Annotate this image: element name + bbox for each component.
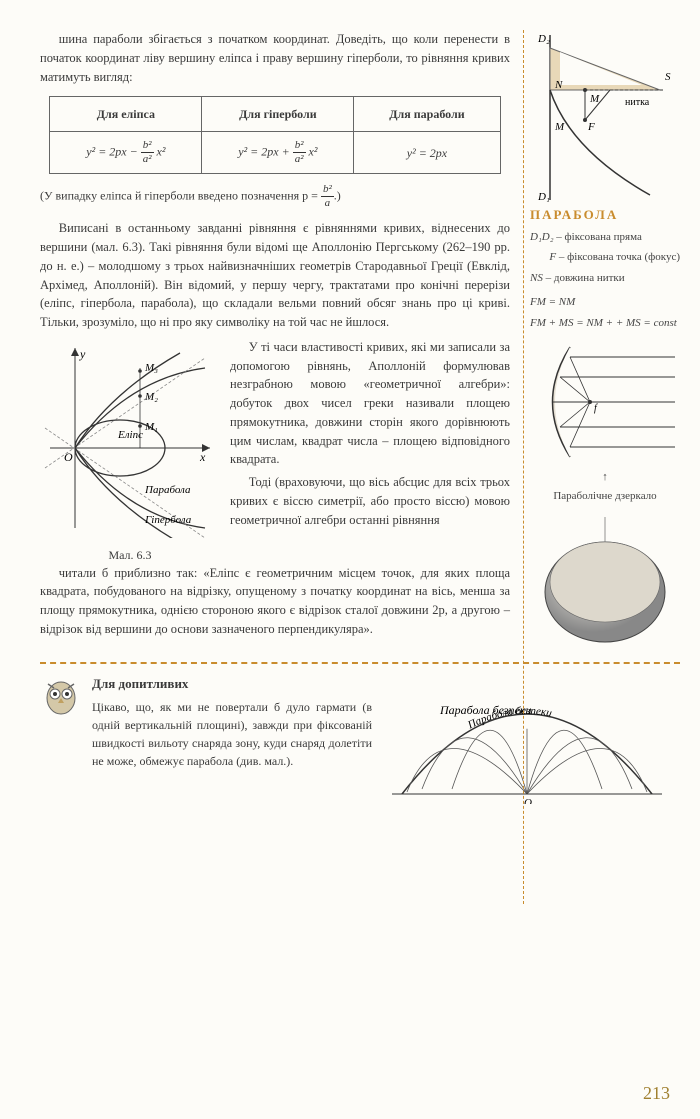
parabola-title: ПАРАБОЛА: [530, 205, 680, 225]
svg-text:Еліпс: Еліпс: [117, 429, 143, 441]
parabola-construction-diagram: D₂ D₁ S N M M F нитка: [530, 30, 680, 205]
svg-text:M: M: [589, 93, 600, 105]
intro-text: шина параболи збігається з початком коор…: [40, 30, 510, 86]
safety-parabola-figure: Парабола безпеки Парабола безпеки O: [382, 674, 672, 810]
eq-hyperbola: y² = 2px + b²a² x²: [202, 132, 354, 174]
figure-6-3: y x O M₁ M₂ M₃ Еліпс Парабола Гіпербола …: [40, 338, 220, 564]
mirror-label: Параболічне дзеркало: [530, 488, 680, 505]
svg-text:M₁: M₁: [144, 421, 158, 433]
conics-diagram: y x O M₁ M₂ M₃ Еліпс Парабола Гіпербола: [40, 338, 220, 538]
eq-parabola: y² = 2px: [354, 132, 500, 174]
svg-text:N: N: [554, 79, 563, 91]
def-f: F – фіксована точка (фокус): [530, 249, 680, 266]
eq-ellipse: y² = 2px − b²a² x²: [50, 132, 202, 174]
svg-text:F: F: [587, 121, 595, 133]
th-ellipse: Для еліпса: [50, 97, 202, 132]
svg-text:y: y: [79, 347, 86, 361]
figure-and-text: y x O M₁ M₂ M₃ Еліпс Парабола Гіпербола …: [40, 338, 510, 564]
table-equation-row: y² = 2px − b²a² x² y² = 2px + b²a² x² y²…: [50, 132, 500, 174]
curious-title: Для допитливих: [92, 674, 372, 694]
svg-text:M: M: [554, 121, 565, 133]
figure-caption: Мал. 6.3: [40, 546, 220, 564]
svg-text:f: f: [594, 403, 598, 414]
svg-text:M₃: M₃: [144, 362, 158, 374]
page-number: 213: [643, 1080, 670, 1107]
th-hyperbola: Для гіперболи: [202, 97, 354, 132]
th-parabola: Для параболи: [354, 97, 500, 132]
parabolic-mirror-diagram: f: [530, 337, 680, 467]
curious-text-block: Для допитливих Цікаво, що, як ми не пове…: [92, 674, 372, 770]
def-d1d2: D₁D₂ – фіксована пряма: [530, 229, 680, 246]
svg-text:нитка: нитка: [625, 97, 650, 108]
svg-text:Парабола безпеки: Парабола безпеки: [439, 703, 531, 717]
svg-text:S: S: [665, 71, 671, 83]
def-ns: NS – довжина нитки: [530, 270, 680, 287]
svg-text:Гіпербола: Гіпербола: [144, 514, 192, 526]
svg-text:O: O: [64, 450, 73, 464]
parabolic-dish-image: [530, 512, 680, 662]
vertical-dashed-separator: [523, 30, 524, 904]
notation-note: (У випадку еліпса й гіперболи введено по…: [40, 184, 510, 209]
paragraph-3: Тоді (враховуючи, що вісь абсцис для всі…: [230, 473, 510, 529]
horizontal-dashed-separator: [40, 662, 680, 664]
eq-fm-nm: FM = NM: [530, 294, 680, 311]
svg-text:M₂: M₂: [144, 391, 158, 403]
svg-text:Парабола: Парабола: [144, 484, 191, 496]
paragraph-2: У ті часи властивості кривих, які ми зап…: [230, 338, 510, 469]
svg-text:O: O: [524, 797, 532, 804]
mirror-arrow: ↑: [530, 469, 680, 486]
right-text-block: У ті часи властивості кривих, які ми зап…: [230, 338, 510, 564]
table-header-row: Для еліпса Для гіперболи Для параболи: [50, 97, 500, 132]
curious-section: Для допитливих Цікаво, що, як ми не пове…: [40, 674, 680, 810]
svg-text:x: x: [199, 450, 206, 464]
side-column: D₂ D₁ S N M M F нитка ПАРАБОЛА D₁D₂ – фі…: [530, 30, 680, 662]
main-column: шина параболи збігається з початком коор…: [40, 30, 510, 643]
owl-icon: [40, 674, 82, 722]
svg-text:D₁: D₁: [537, 191, 550, 203]
equations-table: Для еліпса Для гіперболи Для параболи y²…: [49, 96, 500, 174]
svg-text:D₂: D₂: [537, 33, 550, 45]
paragraph-4: читали б приблизно так: «Еліпс є геометр…: [40, 564, 510, 639]
paragraph-1: Виписані в останньому завданні рівняння …: [40, 219, 510, 332]
eq-const: FM + MS = NM + + MS = const: [530, 315, 680, 332]
curious-body: Цікаво, що, як ми не повертали б дуло га…: [92, 698, 372, 770]
